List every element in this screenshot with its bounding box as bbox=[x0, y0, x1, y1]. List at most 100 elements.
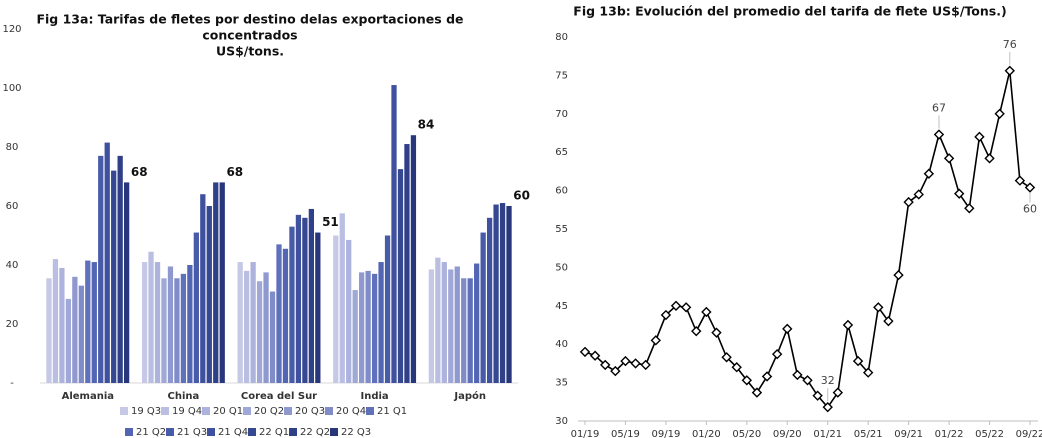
point bbox=[933, 129, 945, 140]
bar bbox=[213, 182, 219, 383]
legend-swatch bbox=[284, 407, 292, 415]
x-tick-label: China bbox=[168, 391, 200, 402]
bar bbox=[98, 155, 104, 383]
point bbox=[832, 387, 844, 398]
point bbox=[954, 188, 965, 199]
legend-swatch bbox=[202, 407, 210, 415]
bar bbox=[346, 239, 352, 383]
bar bbox=[46, 278, 52, 383]
bar bbox=[111, 170, 117, 383]
bar bbox=[302, 217, 308, 383]
legend-swatch bbox=[330, 428, 338, 436]
point bbox=[1014, 175, 1026, 186]
bar bbox=[339, 213, 345, 383]
x-tick-label: 09/19 bbox=[651, 429, 680, 438]
legend-label: 20 Q4 bbox=[336, 406, 366, 417]
y-tick-label: 120 bbox=[2, 24, 21, 35]
x-tick-label: 01/22 bbox=[935, 429, 964, 438]
point bbox=[771, 348, 783, 360]
bar bbox=[161, 278, 167, 383]
legend-label: 21 Q4 bbox=[218, 427, 248, 438]
bar bbox=[506, 206, 512, 383]
y-tick-label: 20 bbox=[6, 319, 19, 330]
point bbox=[964, 203, 975, 214]
data-label: 76 bbox=[1003, 38, 1017, 51]
bar bbox=[486, 217, 493, 383]
legend-swatch bbox=[207, 428, 215, 436]
y-tick-label: 35 bbox=[555, 378, 568, 389]
bar bbox=[256, 281, 263, 383]
bar bbox=[65, 298, 72, 383]
data-label: 32 bbox=[821, 374, 835, 387]
point bbox=[761, 371, 773, 382]
point bbox=[589, 350, 601, 361]
bar bbox=[78, 285, 84, 383]
chart-title: concentrados bbox=[202, 28, 297, 43]
legend-label: 20 Q3 bbox=[295, 406, 325, 417]
x-tick-label: Alemania bbox=[62, 391, 114, 402]
bar bbox=[359, 272, 365, 383]
bar bbox=[461, 278, 467, 383]
bar bbox=[206, 206, 212, 383]
bar bbox=[454, 266, 460, 383]
point bbox=[630, 358, 641, 369]
bar bbox=[435, 257, 441, 383]
point bbox=[610, 365, 621, 377]
point bbox=[1004, 65, 1015, 76]
legend-swatch bbox=[325, 407, 333, 415]
legend-swatch bbox=[161, 407, 169, 415]
legend-label: 21 Q2 bbox=[136, 427, 166, 438]
bar bbox=[180, 273, 187, 383]
bar bbox=[104, 142, 110, 383]
legend-swatch bbox=[243, 407, 251, 415]
bar bbox=[263, 272, 269, 383]
legend-label: 22 Q1 bbox=[259, 427, 289, 438]
bar bbox=[499, 203, 506, 383]
bar bbox=[493, 204, 499, 383]
point bbox=[974, 131, 985, 143]
point bbox=[782, 323, 793, 335]
point bbox=[751, 387, 763, 398]
point bbox=[842, 319, 854, 331]
legend-label: 19 Q3 bbox=[131, 406, 161, 417]
y-tick-label: 65 bbox=[555, 147, 568, 158]
point bbox=[873, 302, 884, 313]
y-tick-label: 40 bbox=[555, 339, 568, 350]
x-tick-label: 01/21 bbox=[813, 429, 842, 438]
bar bbox=[391, 85, 397, 384]
bar bbox=[365, 270, 371, 383]
bar bbox=[308, 208, 314, 383]
point bbox=[994, 108, 1005, 119]
bar bbox=[148, 251, 154, 383]
bar bbox=[282, 248, 289, 383]
point bbox=[893, 269, 904, 281]
legend-label: 21 Q1 bbox=[377, 406, 407, 417]
bar bbox=[117, 155, 123, 383]
legend-label: 19 Q4 bbox=[172, 406, 202, 417]
point bbox=[660, 309, 672, 321]
point bbox=[802, 375, 813, 386]
legend-swatch bbox=[125, 428, 133, 436]
point bbox=[852, 355, 864, 367]
bar bbox=[378, 262, 384, 383]
point bbox=[822, 401, 833, 413]
bar bbox=[59, 267, 65, 383]
x-tick-label: 01/19 bbox=[571, 429, 600, 438]
data-label: 68 bbox=[131, 165, 148, 179]
bar bbox=[167, 266, 174, 383]
point bbox=[1024, 182, 1036, 193]
x-tick-label: 05/19 bbox=[611, 429, 640, 438]
legend-swatch bbox=[248, 428, 256, 436]
point bbox=[812, 390, 823, 401]
x-tick-label: 05/20 bbox=[732, 429, 761, 438]
point bbox=[984, 153, 995, 164]
point bbox=[650, 335, 661, 346]
bar bbox=[237, 262, 243, 383]
bar bbox=[244, 270, 250, 383]
bar bbox=[467, 278, 473, 383]
point bbox=[883, 315, 894, 327]
bar bbox=[384, 235, 391, 383]
x-tick-label: 09/20 bbox=[773, 429, 802, 438]
point bbox=[923, 168, 935, 179]
